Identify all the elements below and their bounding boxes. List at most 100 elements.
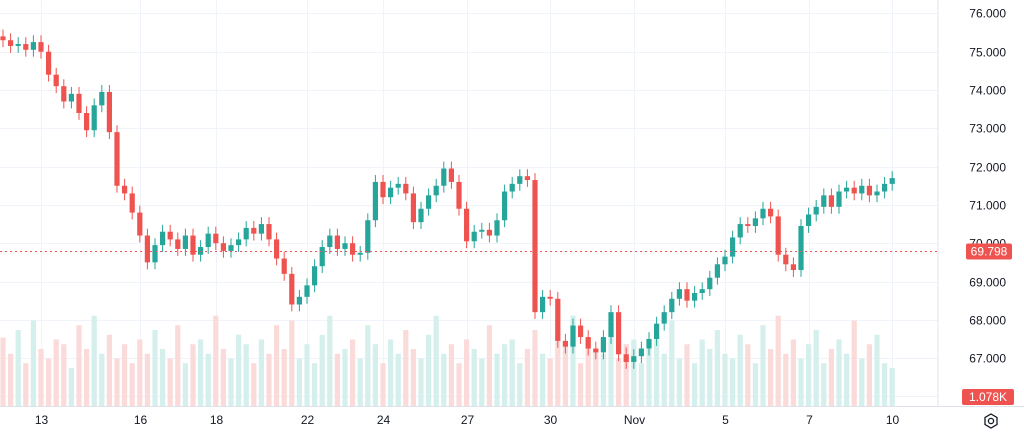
volume-bar (775, 315, 781, 406)
volume-bar (851, 320, 857, 406)
y-tick-label: 71.000 (969, 199, 1006, 213)
volume-bar (380, 363, 386, 406)
candle-body (600, 337, 606, 353)
candle-body (213, 233, 219, 244)
candle-body (623, 354, 629, 362)
volume-bar (828, 349, 834, 406)
volume-bar (213, 315, 219, 406)
volume-bar (243, 344, 249, 406)
candle-body (266, 224, 272, 240)
candle-body (661, 312, 667, 324)
candle-body (859, 185, 865, 194)
candle-body (418, 208, 424, 223)
candle-body (289, 273, 295, 305)
candle-body (319, 247, 325, 267)
candle-body (676, 289, 682, 299)
volume-bar (296, 358, 302, 406)
candle-body (722, 256, 728, 265)
last-price-value: 69.798 (971, 245, 1008, 259)
volume-bar (456, 363, 462, 406)
settings-gear-icon[interactable] (982, 412, 1000, 430)
candle-body (441, 168, 447, 186)
candle-body (144, 235, 150, 263)
candle-body (570, 325, 576, 347)
volume-bar (15, 330, 21, 406)
volume-bar (160, 349, 166, 406)
y-tick-label: 73.000 (969, 122, 1006, 136)
last-price-badge: 69.798 (966, 243, 1012, 260)
volume-bar (509, 339, 515, 406)
volume-bar (486, 325, 492, 406)
y-tick-label: 72.000 (969, 161, 1006, 175)
candle-body (692, 293, 698, 301)
volume-bar (646, 349, 652, 406)
y-tick-label: 69.000 (969, 276, 1006, 290)
candle-body (790, 264, 796, 271)
volume-bar (312, 363, 318, 406)
candle-body (46, 51, 52, 75)
volume-bar (806, 344, 812, 406)
volume-bar (426, 334, 432, 406)
x-tick-label: 24 (377, 413, 391, 427)
candle-body (167, 231, 173, 240)
volume-value: 1.078K (969, 390, 1007, 404)
candle-body (699, 289, 705, 294)
volume-bar (790, 339, 796, 406)
candle-body (524, 176, 530, 181)
volume-bar (593, 349, 599, 406)
volume-bar (745, 344, 751, 406)
volume-bar (258, 339, 264, 406)
candle-body (114, 132, 120, 186)
candle-body (137, 212, 143, 236)
volume-bar (198, 339, 204, 406)
volume-bar (859, 358, 865, 406)
volume-bar (99, 353, 105, 406)
volume-bar (540, 353, 546, 406)
volume-bar (654, 334, 660, 406)
volume-bar (53, 339, 59, 406)
volume-bar (228, 358, 234, 406)
volume-badge: 1.078K (962, 389, 1014, 405)
candle-body (403, 183, 409, 194)
candle-body (813, 206, 819, 215)
volume-bar (866, 344, 872, 406)
candle-body (844, 187, 850, 192)
candle-body (464, 208, 470, 242)
volume-bars (0, 315, 895, 406)
volume-bar (768, 349, 774, 406)
candle-body (714, 264, 720, 278)
volume-bar (395, 353, 401, 406)
volume-bar (699, 339, 705, 406)
volume-bar (471, 349, 477, 406)
volume-badge-bg (962, 389, 1014, 405)
candle-body (798, 225, 804, 271)
candle-body (433, 185, 439, 196)
volume-bar (547, 358, 553, 406)
volume-bar (844, 353, 850, 406)
volume-bar (274, 325, 280, 406)
candle-body (304, 285, 310, 297)
volume-bar (152, 330, 158, 406)
candle-body (547, 296, 553, 299)
volume-bar (608, 325, 614, 406)
candle-body (616, 312, 622, 355)
volume-bar (722, 353, 728, 406)
candle-body (327, 235, 333, 248)
volume-bar (623, 344, 629, 406)
volume-bar (737, 334, 743, 406)
volume-bar (570, 315, 576, 406)
volume-bar (289, 320, 295, 406)
volume-bar (137, 339, 143, 406)
candle-body (258, 224, 264, 234)
x-tick-label: 18 (210, 413, 224, 427)
volume-bar (418, 358, 424, 406)
volume-bar (403, 330, 409, 406)
candle-body (152, 245, 158, 263)
candle-body (122, 185, 128, 194)
y-tick-label: 76.000 (969, 7, 1006, 21)
volume-bar (555, 334, 561, 406)
candle-body (646, 338, 652, 349)
candle-body (296, 296, 302, 305)
candle-body (821, 195, 827, 207)
